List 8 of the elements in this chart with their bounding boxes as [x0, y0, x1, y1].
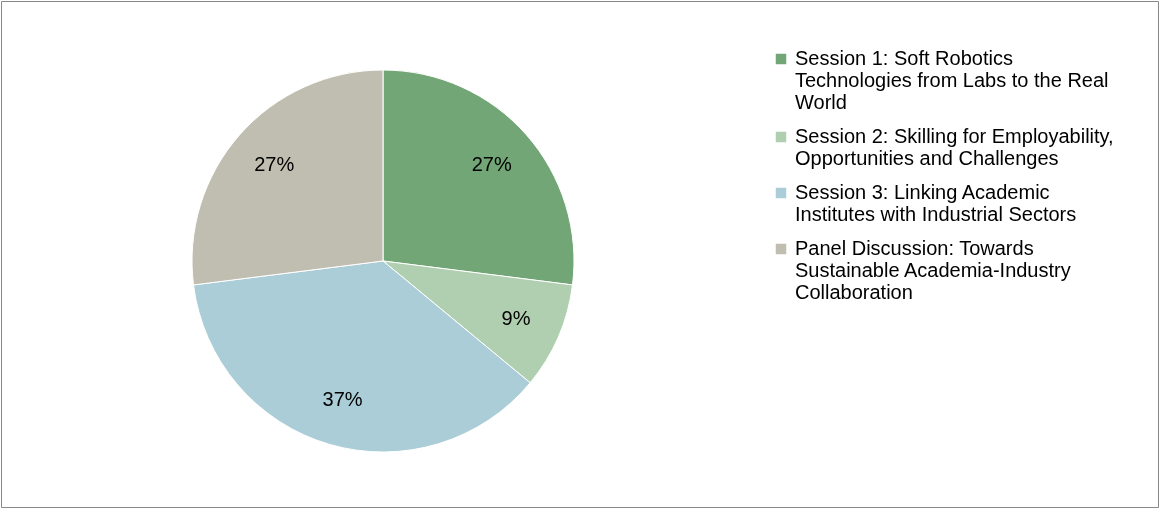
- legend-label: Session 2: Skilling for Employability, Opportunities and Challenges: [795, 125, 1114, 169]
- legend-label: Session 1: Soft Robotics Technologies from Labs to the Real World: [795, 47, 1109, 113]
- legend-label: Panel Discussion: Towards Sustainable Academia-Industry Collaboration: [795, 237, 1071, 303]
- data-label: 9%: [501, 306, 531, 329]
- data-label: 27%: [471, 153, 512, 176]
- legend-label: Session 3: Linking Academic Institutes with Industrial Sectors: [795, 181, 1077, 225]
- data-label: 37%: [322, 388, 363, 411]
- data-label: 27%: [254, 153, 295, 176]
